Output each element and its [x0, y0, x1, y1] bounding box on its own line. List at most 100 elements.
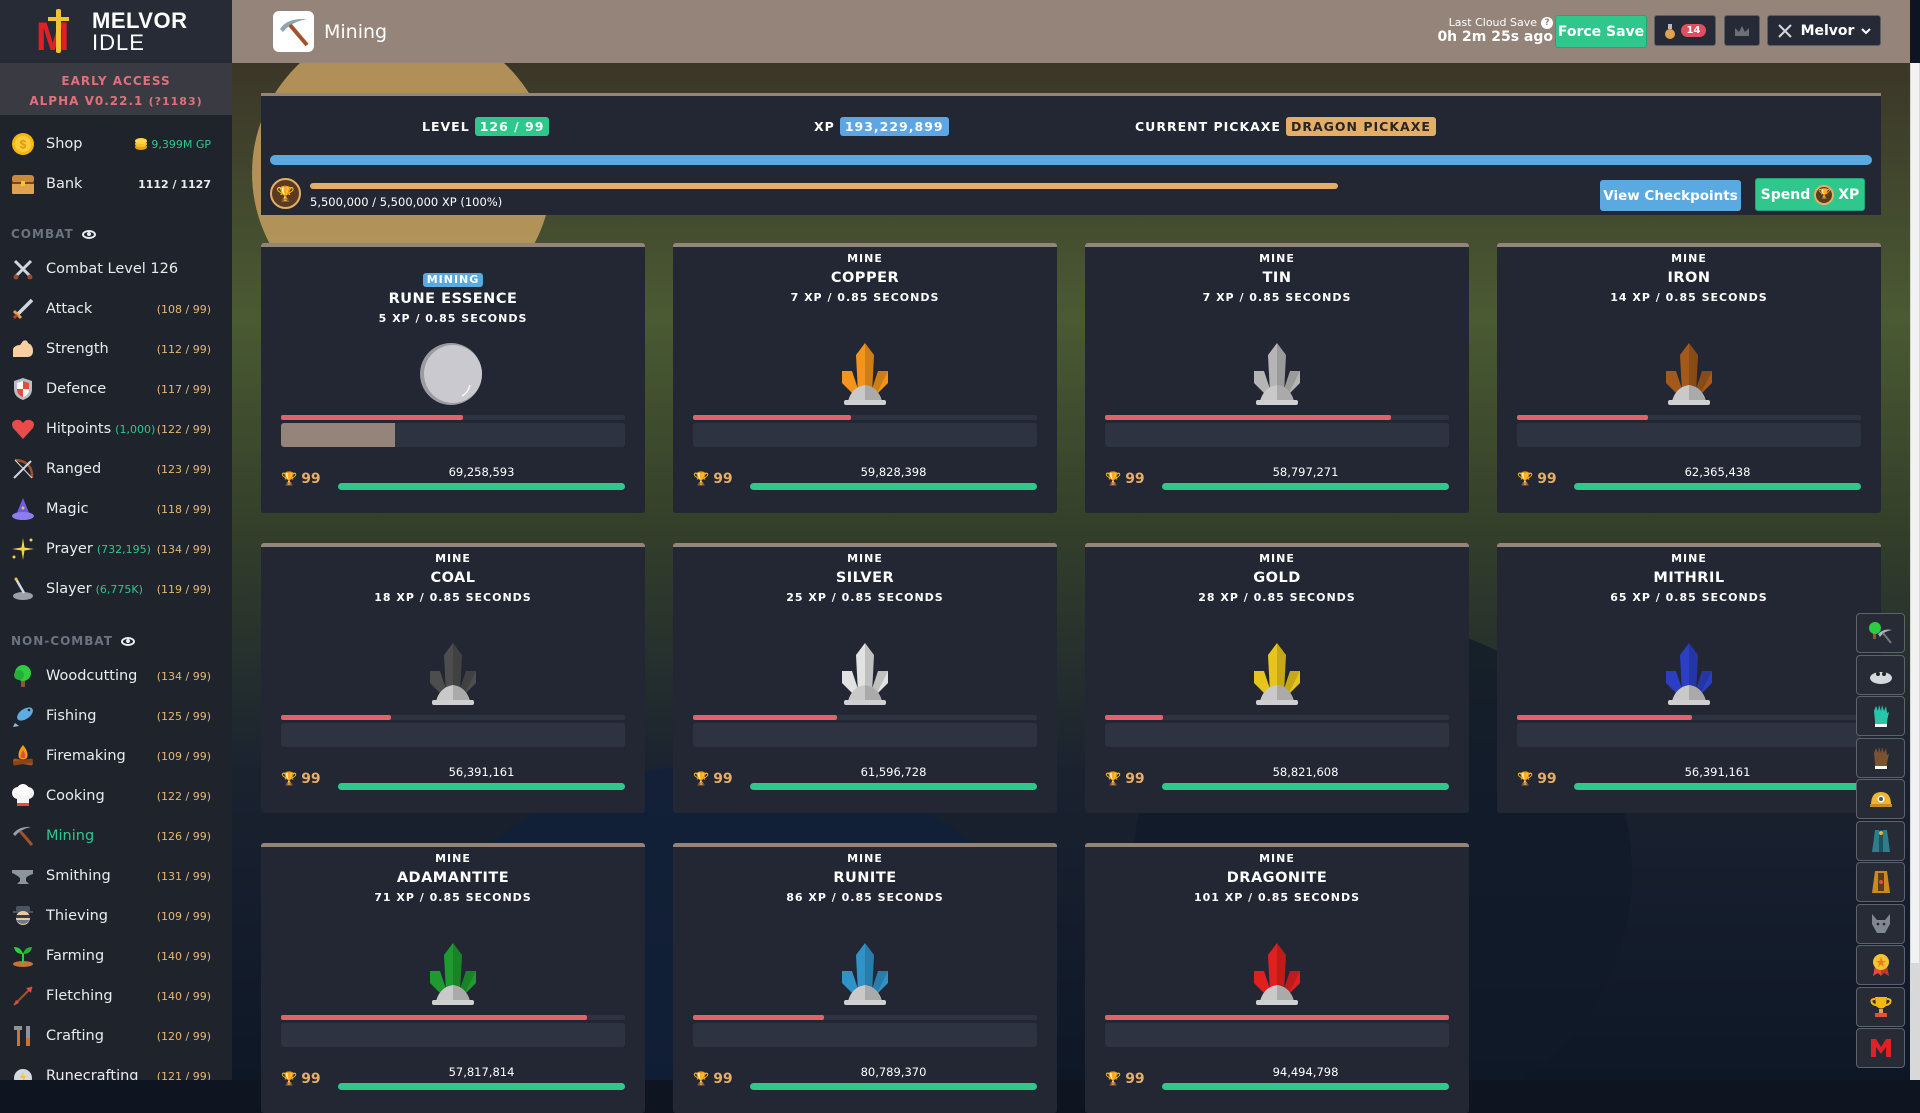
crossed-swords-icon	[10, 256, 36, 282]
rock-xp-rate: 25 XP / 0.85 SECONDS	[786, 591, 944, 604]
notifications-button[interactable]: 14	[1654, 15, 1716, 46]
sidebar-item-bank[interactable]: Bank 1112 / 1127	[0, 164, 232, 204]
rock-card-copper[interactable]: MINE COPPER 7 XP / 0.85 SECONDS 🏆 99 59,8…	[673, 243, 1057, 513]
shield-icon	[10, 376, 36, 402]
pickaxe-icon	[10, 823, 36, 849]
rightbar-mining-helmet-icon[interactable]	[1856, 779, 1905, 819]
rightbar-blue-cape-icon[interactable]	[1856, 820, 1905, 861]
attack-level: (108 / 99)	[156, 302, 211, 316]
sidebar-item-crafting[interactable]: Crafting (120 / 99)	[0, 1016, 232, 1056]
force-save-button[interactable]: Force Save	[1555, 15, 1647, 48]
rock-name: TIN	[1262, 270, 1292, 286]
brand-logo[interactable]: M MELVOR IDLE	[0, 0, 232, 63]
sidebar-item-defence[interactable]: Defence (117 / 99)	[0, 369, 232, 409]
rock-card-adamantite[interactable]: MINE ADAMANTITE 71 XP / 0.85 SECONDS 🏆 99…	[261, 843, 645, 1113]
view-checkpoints-button[interactable]: View Checkpoints	[1600, 180, 1741, 211]
sidebar-item-shop[interactable]: $ Shop 9,399M GP	[0, 124, 232, 164]
rock-card-dragonite[interactable]: MINE DRAGONITE 101 XP / 0.85 SECONDS 🏆 99…	[1085, 843, 1469, 1113]
sidebar-item-smithing[interactable]: Smithing (131 / 99)	[0, 856, 232, 896]
sidebar-item-mining[interactable]: Mining (126 / 99)	[0, 816, 232, 856]
rock-card-runite[interactable]: MINE RUNITE 86 XP / 0.85 SECONDS 🏆 99 80,…	[673, 843, 1057, 1113]
mastery-progress-bar	[750, 483, 1037, 490]
combat-section-title: COMBAT	[11, 227, 96, 241]
rock-name: IRON	[1667, 270, 1711, 286]
rightbar-teal-glove-icon[interactable]	[1856, 696, 1905, 736]
sidebar-item-combat-level[interactable]: Combat Level 126	[0, 249, 232, 289]
chevron-down-icon	[1861, 27, 1872, 34]
trophy-icon: 🏆	[1814, 184, 1835, 205]
trophy-icon: 🏆	[1105, 771, 1122, 787]
page-header: Mining Last Cloud Save? 0h 2m 25s ago Fo…	[232, 0, 1910, 63]
mining-stats-panel: LEVEL 126 / 99 XP 193,229,899 CURRENT PICK…	[261, 93, 1881, 215]
page-scrollbar[interactable]	[1910, 63, 1920, 1080]
sidebar-item-fishing[interactable]: Fishing (125 / 99)	[0, 696, 232, 736]
mastery-progress-bar	[338, 483, 625, 490]
rock-card-gold[interactable]: MINE GOLD 28 XP / 0.85 SECONDS 🏆 99 58,82…	[1085, 543, 1469, 813]
pickaxe-badge: DRAGON PICKAXE	[1285, 117, 1436, 136]
rightbar-wolf-icon[interactable]	[1856, 903, 1905, 944]
help-icon[interactable]: ?	[1541, 16, 1553, 29]
mastery-xp: 61,596,728	[860, 765, 927, 779]
bicep-icon	[10, 336, 36, 362]
eye-icon[interactable]	[81, 229, 96, 239]
sidebar-item-firemaking[interactable]: Firemaking (109 / 99)	[0, 736, 232, 776]
sidebar-item-prayer[interactable]: Prayer (732,195) (134 / 99)	[0, 529, 232, 569]
rock-card-rune-essence[interactable]: MINING RUNE ESSENCE 5 XP / 0.85 SECONDS …	[261, 243, 645, 513]
sidebar-item-slayer[interactable]: Slayer (6,775K) (119 / 99)	[0, 569, 232, 609]
hitpoints-level: (122 / 99)	[156, 422, 211, 436]
sidebar-item-runecrafting[interactable]: Runecrafting (121 / 99)	[0, 1056, 232, 1080]
rightbar-brown-glove-icon[interactable]	[1856, 737, 1905, 778]
sidebar-item-woodcutting[interactable]: Woodcutting (134 / 99)	[0, 656, 232, 696]
slayer-coins: (6,775K)	[95, 582, 143, 596]
shop-label: Shop	[46, 136, 83, 152]
wizard-hat-icon	[10, 496, 36, 522]
mine-label: MINE	[1671, 252, 1707, 265]
mastery-level: 🏆 99	[281, 1071, 321, 1087]
rock-card-iron[interactable]: MINE IRON 14 XP / 0.85 SECONDS 🏆 99 62,36…	[1497, 243, 1881, 513]
sidebar-item-thieving[interactable]: Thieving (109 / 99)	[0, 896, 232, 936]
sidebar-item-strength[interactable]: Strength (112 / 99)	[0, 329, 232, 369]
mine-label: MINE	[847, 852, 883, 865]
sidebar-item-ranged[interactable]: Ranged (123 / 99)	[0, 449, 232, 489]
rock-hp-bar	[1517, 415, 1861, 420]
magic-level: (118 / 99)	[156, 502, 211, 516]
ore-crystal-icon	[1242, 641, 1312, 707]
eye-icon[interactable]	[120, 636, 135, 646]
sidebar-item-magic[interactable]: Magic (118 / 99)	[0, 489, 232, 529]
rightbar-trophy-icon[interactable]	[1856, 986, 1905, 1027]
mining-status-badge: MINING	[422, 273, 484, 287]
skill-level: LEVEL 126 / 99	[422, 117, 550, 136]
rock-card-silver[interactable]: MINE SILVER 25 XP / 0.85 SECONDS 🏆 99 61,…	[673, 543, 1057, 813]
rightbar-gold-cape-icon[interactable]	[1856, 862, 1905, 902]
rightbar-melvor-logo-icon[interactable]	[1856, 1028, 1905, 1068]
mine-label: MINE	[435, 552, 471, 565]
rightbar-woodcutting-mining-icon[interactable]	[1856, 613, 1905, 653]
trophy-icon: 🏆	[281, 471, 298, 487]
sidebar-item-attack[interactable]: Attack (108 / 99)	[0, 289, 232, 329]
sidebar-item-fletching[interactable]: Fletching (140 / 99)	[0, 976, 232, 1016]
rock-name: ADAMANTITE	[396, 870, 510, 886]
sidebar-item-farming[interactable]: Farming (140 / 99)	[0, 936, 232, 976]
rightbar-ore-rock-icon[interactable]	[1856, 654, 1905, 695]
mastery-progress-bar	[1574, 783, 1861, 790]
spend-mastery-xp-button[interactable]: Spend 🏆 XP	[1755, 178, 1865, 211]
mastery-level: 🏆 99	[693, 771, 733, 787]
trophy-icon: 🏆	[1105, 471, 1122, 487]
crossed-swords-icon	[1777, 23, 1792, 38]
rock-card-mithril[interactable]: MINE MITHRIL 65 XP / 0.85 SECONDS 🏆 99 56…	[1497, 543, 1881, 813]
rock-card-tin[interactable]: MINE TIN 7 XP / 0.85 SECONDS 🏆 99 58,797,…	[1085, 243, 1469, 513]
crown-button[interactable]	[1724, 15, 1760, 46]
slayer-sword-icon	[10, 576, 36, 602]
sidebar-item-cooking[interactable]: Cooking (122 / 99)	[0, 776, 232, 816]
mining-progress-bar	[693, 423, 1037, 447]
skill-xp: XP 193,229,899	[814, 117, 949, 136]
rock-card-coal[interactable]: MINE COAL 18 XP / 0.85 SECONDS 🏆 99 56,39…	[261, 543, 645, 813]
sidebar-item-hitpoints[interactable]: Hitpoints (1,000) (122 / 99)	[0, 409, 232, 449]
early-access-label: EARLY ACCESS	[61, 74, 171, 88]
rightbar-medal-icon[interactable]	[1856, 945, 1905, 985]
version-info: EARLY ACCESS ALPHA V0.22.1 (?1183)	[0, 63, 232, 115]
brand-line1: MELVOR	[92, 7, 188, 33]
user-menu-button[interactable]: Melvor	[1767, 15, 1881, 46]
mine-label: MINE	[847, 252, 883, 265]
mastery-level: 🏆 99	[281, 471, 321, 487]
